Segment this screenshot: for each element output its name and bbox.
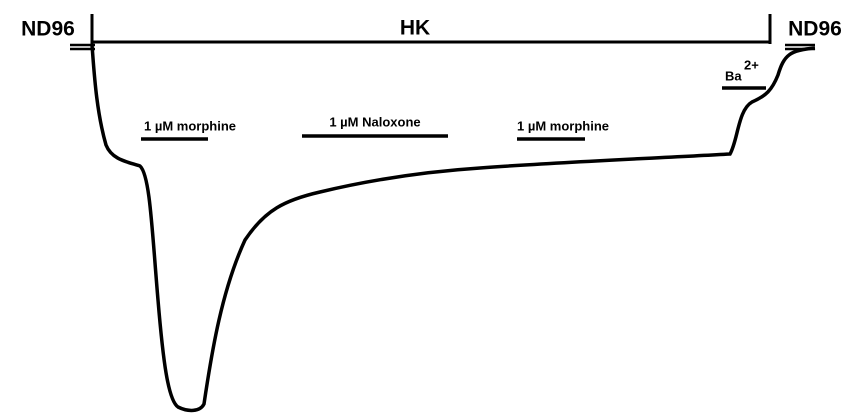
drug-label: 1 µM morphine bbox=[517, 118, 609, 133]
drug-label: 1 µM Naloxone bbox=[329, 114, 420, 129]
barium-label: Ba bbox=[725, 68, 742, 83]
solution-label: ND96 bbox=[21, 18, 75, 41]
current-trace bbox=[90, 44, 816, 413]
solution-label: HK bbox=[400, 17, 430, 40]
solution-label: ND96 bbox=[788, 18, 842, 41]
barium-superscript: 2+ bbox=[744, 57, 759, 72]
drug-label: 1 µM morphine bbox=[144, 118, 236, 133]
